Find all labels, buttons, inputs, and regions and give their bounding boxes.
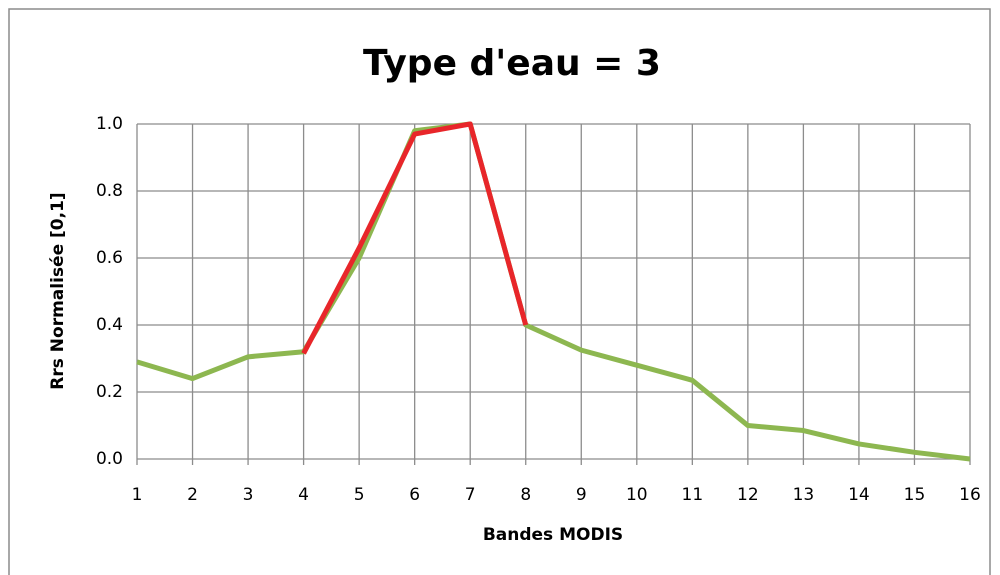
y-tick-label: 0.6 [96,248,123,268]
x-tick-label: 13 [793,485,815,505]
x-tick-label: 14 [848,485,870,505]
x-tick-label: 7 [465,485,476,505]
chart-title: Type d'eau = 3 [363,43,661,84]
x-tick-label: 12 [737,485,759,505]
x-tick-label: 9 [576,485,587,505]
y-tick-label: 0.0 [96,449,123,469]
line-series [301,121,529,355]
x-tick-label: 16 [959,485,981,505]
x-tick-label: 3 [243,485,254,505]
x-tick-label: 10 [626,485,648,505]
x-tick-label: 1 [132,485,143,505]
chart-border [8,8,991,575]
x-tick-label: 6 [409,485,420,505]
x-axis-label: Bandes MODIS [483,525,623,545]
x-tick-label: 5 [354,485,365,505]
y-tick-label: 0.4 [96,315,123,335]
x-tick-label: 4 [298,485,309,505]
x-tick-label: 15 [904,485,926,505]
x-tick-label: 11 [682,485,704,505]
y-tick-label: 1.0 [96,114,123,134]
x-tick-label: 8 [520,485,531,505]
y-tick-label: 0.2 [96,382,123,402]
line-series [136,121,971,462]
x-tick-label: 2 [187,485,198,505]
y-tick-label: 0.8 [96,181,123,201]
y-axis-label: Rrs Normalisée [0,1] [48,192,68,389]
